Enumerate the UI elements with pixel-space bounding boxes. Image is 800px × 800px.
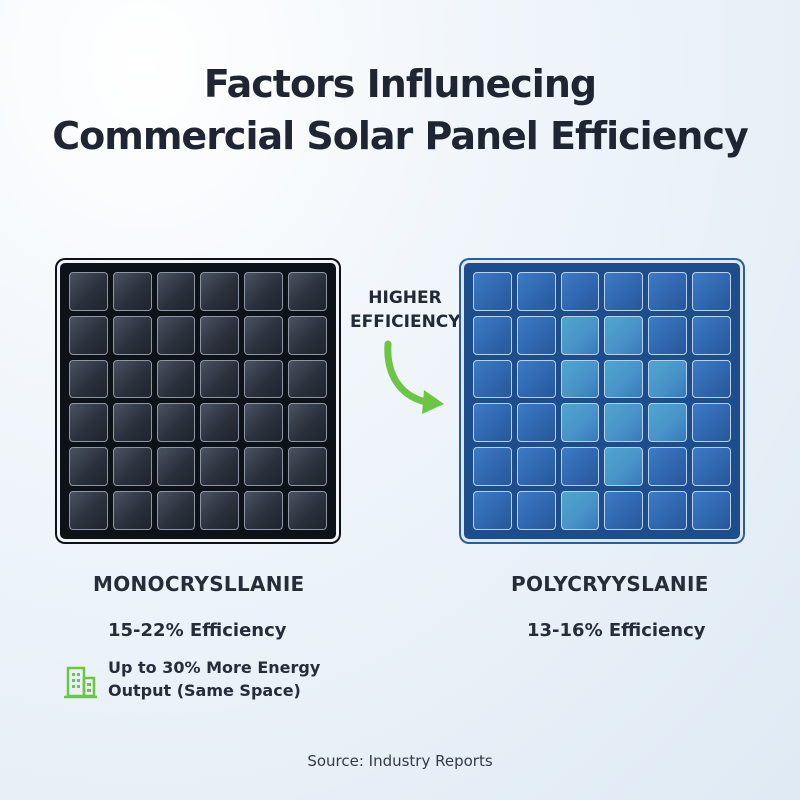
note-line-2: Output (Same Space): [108, 681, 301, 700]
solar-cell: [604, 403, 644, 443]
solar-cell: [516, 359, 556, 399]
solar-cell: [288, 447, 327, 487]
mono-panel-name: MONOCRYSLLANIE: [93, 572, 305, 596]
solar-cell: [648, 447, 688, 487]
solar-cell: [288, 272, 327, 311]
solar-cell: [112, 491, 152, 530]
higher-efficiency-label: HIGHER EFFICIENCY: [350, 286, 461, 334]
solar-cell: [244, 447, 284, 487]
monocrystalline-panel-illustration: [57, 260, 339, 542]
solar-cell: [200, 359, 240, 399]
poly-efficiency: 13-16% Efficiency: [527, 620, 706, 641]
page-title-line-1: Factors Influnecing: [203, 62, 597, 106]
source-citation: Source: Industry Reports: [307, 752, 493, 770]
arrow-label-line-2: EFFICIENCY: [350, 312, 461, 332]
solar-cell: [648, 272, 688, 311]
solar-cell: [200, 491, 240, 530]
energy-output-note: Up to 30% More Energy Output (Same Space…: [108, 656, 320, 702]
mono-cell-grid: [69, 272, 327, 530]
solar-cell: [604, 359, 644, 399]
solar-cell: [560, 403, 600, 443]
poly-panel-name: POLYCRYYSLANIE: [511, 572, 709, 596]
mono-efficiency: 15-22% Efficiency: [108, 620, 287, 641]
solar-cell: [648, 491, 688, 530]
building-icon: [64, 666, 97, 699]
solar-cell: [604, 447, 644, 487]
solar-cell: [156, 491, 196, 530]
solar-cell: [648, 315, 688, 355]
solar-cell: [604, 315, 644, 355]
solar-cell: [112, 447, 152, 487]
solar-cell: [112, 403, 152, 443]
solar-cell: [516, 491, 556, 530]
solar-cell: [288, 359, 327, 399]
solar-cell: [648, 403, 688, 443]
solar-cell: [69, 359, 108, 399]
solar-cell: [648, 359, 688, 399]
solar-cell: [288, 315, 327, 355]
solar-cell: [560, 272, 600, 311]
solar-cell: [69, 491, 108, 530]
solar-cell: [473, 491, 512, 530]
solar-cell: [244, 491, 284, 530]
solar-cell: [692, 403, 731, 443]
solar-cell: [200, 272, 240, 311]
solar-cell: [604, 272, 644, 311]
solar-cell: [560, 315, 600, 355]
solar-cell: [288, 491, 327, 530]
solar-cell: [516, 403, 556, 443]
solar-cell: [156, 272, 196, 311]
solar-cell: [473, 447, 512, 487]
solar-cell: [200, 315, 240, 355]
solar-cell: [692, 359, 731, 399]
solar-cell: [156, 315, 196, 355]
solar-cell: [288, 403, 327, 443]
solar-cell: [244, 272, 284, 311]
solar-cell: [516, 272, 556, 311]
solar-cell: [156, 359, 196, 399]
solar-cell: [473, 359, 512, 399]
solar-cell: [200, 403, 240, 443]
solar-cell: [516, 447, 556, 487]
solar-cell: [692, 491, 731, 530]
polycrystalline-panel-illustration: [461, 260, 743, 542]
solar-cell: [200, 447, 240, 487]
solar-cell: [69, 403, 108, 443]
solar-cell: [69, 315, 108, 355]
solar-cell: [156, 447, 196, 487]
solar-cell: [560, 491, 600, 530]
solar-cell: [69, 272, 108, 311]
solar-cell: [692, 272, 731, 311]
solar-cell: [560, 447, 600, 487]
solar-cell: [112, 315, 152, 355]
solar-cell: [244, 403, 284, 443]
solar-cell: [692, 315, 731, 355]
arrow-label-line-1: HIGHER: [368, 288, 442, 308]
solar-cell: [112, 359, 152, 399]
page-title-line-2: Commercial Solar Panel Efficiency: [52, 114, 749, 158]
solar-cell: [473, 272, 512, 311]
note-line-1: Up to 30% More Energy: [108, 658, 321, 677]
solar-cell: [473, 403, 512, 443]
solar-cell: [473, 315, 512, 355]
solar-cell: [516, 315, 556, 355]
solar-cell: [112, 272, 152, 311]
curved-arrow-icon: [384, 340, 444, 414]
solar-cell: [560, 359, 600, 399]
solar-cell: [156, 403, 196, 443]
solar-cell: [692, 447, 731, 487]
poly-cell-grid: [473, 272, 731, 530]
solar-cell: [244, 359, 284, 399]
solar-cell: [244, 315, 284, 355]
solar-cell: [604, 491, 644, 530]
solar-cell: [69, 447, 108, 487]
